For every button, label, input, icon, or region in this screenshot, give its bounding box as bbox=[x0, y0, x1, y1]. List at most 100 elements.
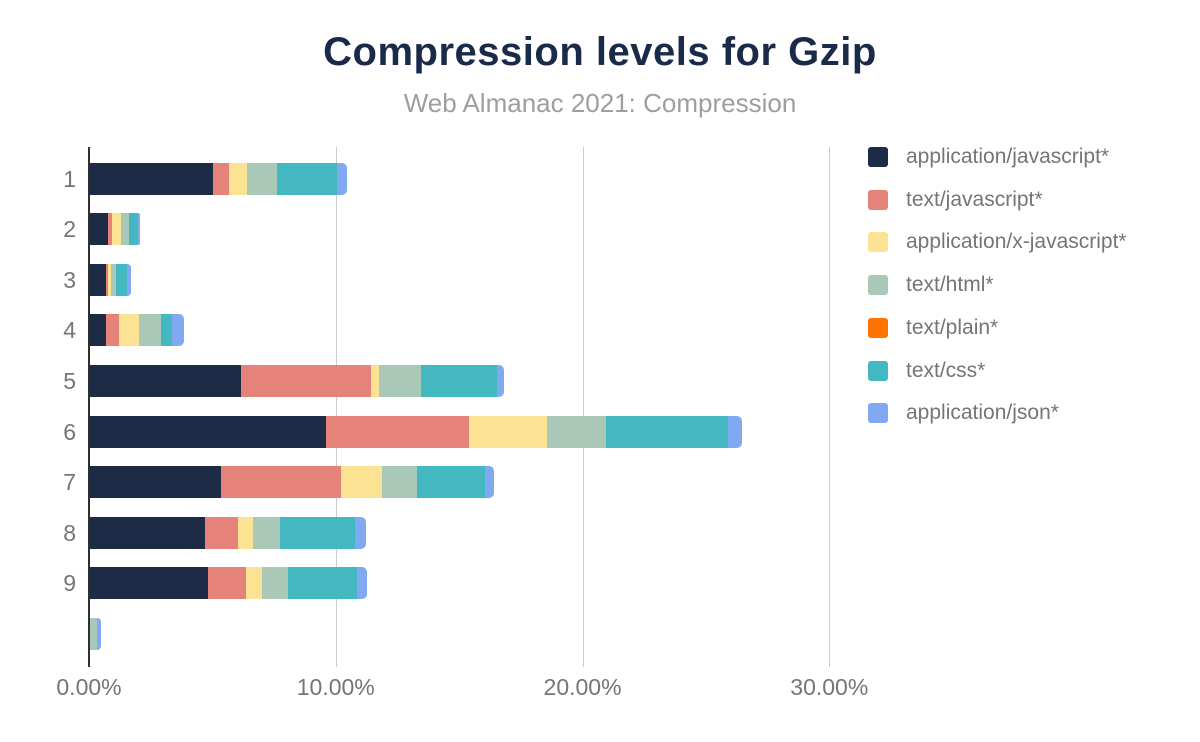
bar-row-7 bbox=[90, 466, 495, 499]
bar-segment-9-text-html-[interactable] bbox=[262, 567, 289, 600]
bar-segment-9-application-json-[interactable] bbox=[356, 567, 368, 600]
bar-segment-6-application-x-javascript-[interactable] bbox=[469, 415, 548, 448]
gridline-30-percent bbox=[829, 147, 831, 667]
legend-label: text/javascript* bbox=[906, 187, 1043, 211]
bar-segment-5-application-javascript-[interactable] bbox=[90, 364, 242, 397]
bar-segment-6-text-javascript-[interactable] bbox=[325, 415, 470, 448]
chart-subtitle: Web Almanac 2021: Compression bbox=[403, 88, 797, 118]
bar-segment-4-text-javascript-[interactable] bbox=[106, 314, 119, 347]
bar-segment-1-application-x-javascript-[interactable] bbox=[228, 162, 247, 195]
legend-swatch-icon bbox=[868, 403, 888, 424]
legend-item-application-x-javascript-[interactable]: application/x-javascript* bbox=[868, 230, 1127, 254]
legend-label: application/json* bbox=[906, 401, 1059, 425]
y-tick-label-6: 6 bbox=[63, 418, 76, 445]
bar-segment-2-application-javascript-[interactable] bbox=[90, 213, 108, 246]
bar-segment-2-text-css-[interactable] bbox=[129, 213, 139, 246]
bar-segment-5-text-html-[interactable] bbox=[378, 364, 421, 397]
y-tick-label-5: 5 bbox=[63, 367, 76, 394]
bar-row-6 bbox=[90, 415, 743, 448]
bar-segment-5-text-javascript-[interactable] bbox=[241, 364, 371, 397]
bar-segment-8-text-javascript-[interactable] bbox=[204, 516, 239, 549]
bar-segment-blank-text-html-[interactable] bbox=[90, 617, 98, 650]
bar-segment-2-application-json-[interactable] bbox=[138, 213, 140, 246]
bar-row-9 bbox=[90, 567, 368, 600]
y-tick-label-8: 8 bbox=[63, 519, 76, 546]
legend-item-text-javascript-[interactable]: text/javascript* bbox=[868, 188, 1043, 212]
bar-row-3 bbox=[90, 263, 132, 296]
bar-segment-6-text-html-[interactable] bbox=[547, 415, 607, 448]
legend-item-text-html-[interactable]: text/html* bbox=[868, 273, 994, 297]
bar-segment-6-text-css-[interactable] bbox=[606, 415, 729, 448]
bar-segment-5-application-json-[interactable] bbox=[497, 364, 504, 397]
legend-item-text-plain-[interactable]: text/plain* bbox=[868, 316, 998, 340]
y-axis-line bbox=[88, 147, 90, 667]
bar-segment-4-application-json-[interactable] bbox=[171, 314, 185, 347]
bar-segment-3-text-html-[interactable] bbox=[111, 263, 117, 296]
bar-segment-8-application-javascript-[interactable] bbox=[90, 516, 205, 549]
bar-segment-7-application-javascript-[interactable] bbox=[90, 466, 221, 499]
chart-title: Compression levels for Gzip bbox=[323, 30, 877, 74]
bar-segment-5-text-css-[interactable] bbox=[420, 364, 498, 397]
y-tick-label-7: 7 bbox=[63, 469, 76, 496]
bar-segment-8-application-json-[interactable] bbox=[354, 516, 367, 549]
bar-segment-6-application-javascript-[interactable] bbox=[90, 415, 326, 448]
x-tick-label-20-percent: 20.00% bbox=[543, 674, 622, 700]
bar-segment-3-application-x-javascript-[interactable] bbox=[107, 263, 112, 296]
bar-segment-6-application-json-[interactable] bbox=[728, 415, 743, 448]
bar-segment-7-application-x-javascript-[interactable] bbox=[341, 466, 383, 499]
bar-segment-1-text-html-[interactable] bbox=[246, 162, 277, 195]
bar-row-blank bbox=[90, 617, 102, 650]
y-tick-label-4: 4 bbox=[63, 317, 76, 344]
bar-segment-2-application-x-javascript-[interactable] bbox=[112, 213, 121, 246]
y-tick-label-1: 1 bbox=[63, 165, 76, 192]
y-tick-label-2: 2 bbox=[63, 216, 76, 243]
bar-segment-8-text-html-[interactable] bbox=[252, 516, 281, 549]
legend-swatch-icon bbox=[868, 189, 888, 210]
x-tick-label-10-percent: 10.00% bbox=[296, 674, 375, 700]
y-tick-label-9: 9 bbox=[63, 570, 76, 597]
y-tick-label-3: 3 bbox=[63, 266, 76, 293]
legend-swatch-icon bbox=[868, 232, 888, 253]
bar-segment-blank-application-json-[interactable] bbox=[97, 617, 102, 650]
bar-segment-2-text-html-[interactable] bbox=[120, 213, 130, 246]
legend-item-text-css-[interactable]: text/css* bbox=[868, 359, 985, 383]
bar-segment-9-text-css-[interactable] bbox=[288, 567, 357, 600]
legend-swatch-icon bbox=[868, 360, 888, 381]
bar-segment-4-application-x-javascript-[interactable] bbox=[118, 314, 139, 347]
bar-segment-9-application-x-javascript-[interactable] bbox=[246, 567, 263, 600]
bar-segment-7-text-javascript-[interactable] bbox=[220, 466, 342, 499]
bar-segment-4-text-html-[interactable] bbox=[138, 314, 161, 347]
legend-item-application-javascript-[interactable]: application/javascript* bbox=[868, 145, 1109, 169]
bar-segment-3-application-javascript-[interactable] bbox=[90, 263, 106, 296]
bar-segment-1-application-javascript-[interactable] bbox=[90, 162, 214, 195]
bar-segment-1-application-json-[interactable] bbox=[337, 162, 348, 195]
bar-segment-3-text-css-[interactable] bbox=[116, 263, 128, 296]
bar-segment-2-text-javascript-[interactable] bbox=[107, 213, 113, 246]
gridline-10-percent bbox=[335, 147, 337, 667]
bar-segment-3-application-json-[interactable] bbox=[127, 263, 132, 296]
gridline-20-percent bbox=[582, 147, 584, 667]
legend-swatch-icon bbox=[868, 275, 888, 296]
bar-segment-4-text-css-[interactable] bbox=[160, 314, 172, 347]
x-tick-label-30-percent: 30.00% bbox=[790, 674, 869, 700]
legend-swatch-icon bbox=[868, 147, 888, 167]
bar-segment-5-application-x-javascript-[interactable] bbox=[370, 364, 379, 397]
legend-item-application-json-[interactable]: application/json* bbox=[868, 401, 1059, 425]
bar-segment-3-text-javascript-[interactable] bbox=[105, 263, 108, 296]
bar-row-2 bbox=[90, 213, 140, 246]
legend-label: application/javascript* bbox=[906, 145, 1110, 168]
bar-segment-1-text-javascript-[interactable] bbox=[213, 162, 229, 195]
bar-segment-7-text-css-[interactable] bbox=[417, 466, 485, 499]
bar-segment-8-text-css-[interactable] bbox=[280, 516, 355, 549]
bar-row-8 bbox=[90, 516, 367, 549]
legend-label: application/x-javascript* bbox=[906, 230, 1127, 254]
bar-segment-7-text-html-[interactable] bbox=[382, 466, 418, 499]
bar-segment-7-application-json-[interactable] bbox=[484, 466, 495, 499]
bar-segment-9-text-javascript-[interactable] bbox=[208, 567, 247, 600]
bar-row-5 bbox=[90, 364, 504, 397]
bar-segment-4-application-javascript-[interactable] bbox=[90, 314, 107, 347]
bar-segment-1-text-css-[interactable] bbox=[276, 162, 338, 195]
bar-segment-9-application-javascript-[interactable] bbox=[90, 567, 209, 600]
bar-segment-8-application-x-javascript-[interactable] bbox=[238, 516, 253, 549]
